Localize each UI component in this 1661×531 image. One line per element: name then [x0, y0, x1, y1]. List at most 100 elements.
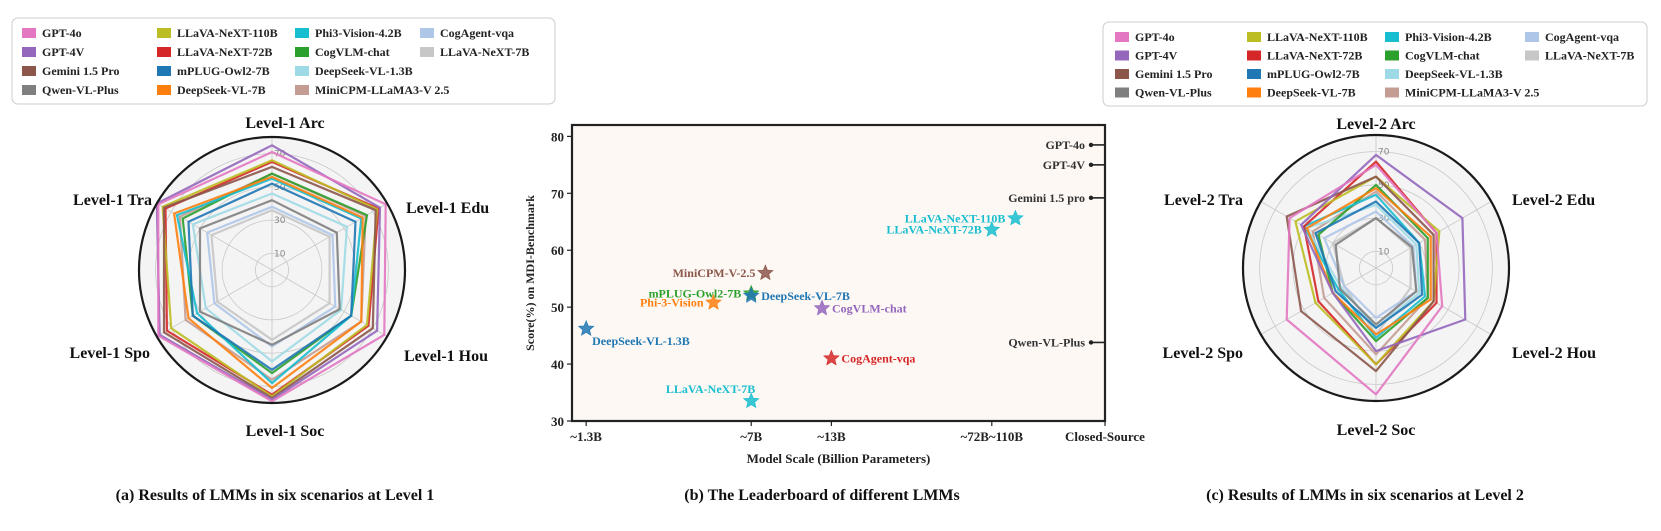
caption-b: (b) The Leaderboard of different LMMs — [684, 487, 959, 504]
point-marker-minicpm-v-2-5 — [757, 264, 774, 281]
closed-source-label-gpt-4v: GPT-4V — [1043, 158, 1086, 172]
radar-axis-label-level-2-hou: Level-2 Hou — [1512, 345, 1596, 362]
legend-level2: GPT-4o GPT-4V Gemini 1.5 Pro Qwen-VL-Plus LL… — [1102, 21, 1648, 107]
y-tick-label: 60 — [551, 243, 564, 258]
point-marker-llava-next-110b — [1007, 209, 1024, 226]
legend-level1: GPT-4o GPT-4V Gemini 1.5 Pro Qwen-VL-Plus LL… — [11, 17, 556, 105]
legend-label-cogvlm-chat: CogVLM-chat — [1405, 49, 1480, 63]
legend-label-gpt-4v: GPT-4V — [1135, 49, 1178, 63]
legend-label-deepseek-vl-7b: DeepSeek-VL-7B — [177, 83, 266, 97]
radar-series-deepseek-vl-7b — [1305, 187, 1432, 336]
radar-spoke — [156, 203, 273, 271]
scatter-chart-leaderboard: 30 40 50 60 70 80 ~1.3B ~7B ~13B ~72B~110B Closed-… — [523, 123, 1145, 466]
radar-series-llava-next-110b — [1294, 175, 1441, 366]
radar-series-minicpm-llama3-v-2-5 — [1311, 190, 1429, 356]
radar-series-cogagent-vqa — [206, 205, 337, 348]
y-tick-label: 40 — [551, 357, 564, 372]
point-label-minicpm-v-2-5: MiniCPM-V-2.5 — [673, 266, 756, 280]
legend-swatch-llava-next-110b — [1247, 32, 1261, 42]
legend-label-gemini-1-5-pro: Gemini 1.5 Pro — [1135, 67, 1212, 81]
radar-tick-label: 10 — [274, 249, 286, 259]
legend-label-deepseek-vl-1-3b: DeepSeek-VL-1.3B — [315, 64, 413, 78]
legend-swatch-cogagent-vqa — [1525, 32, 1539, 42]
radar-series-phi3-vision-4-2b — [175, 177, 363, 385]
radar-series-mplug-owl2-7b — [187, 182, 357, 371]
caption-a: (a) Results of LMMs in six scenarios at … — [116, 487, 435, 504]
legend-swatch-cogvlm-chat — [295, 47, 309, 57]
legend-swatch-minicpm-llama3-v-2-5 — [1385, 87, 1399, 98]
radar-series-minicpm-llama3-v-2-5 — [178, 172, 367, 381]
y-tick-label: 80 — [551, 129, 564, 144]
point-label-deepseek-vl-1-3b: DeepSeek-VL-1.3B — [592, 334, 690, 348]
radar-series-llava-next-110b — [161, 159, 379, 398]
legend-swatch-deepseek-vl-1-3b — [295, 66, 309, 76]
radar-series-qwen-vl-plus — [1334, 217, 1418, 326]
radar-series-gpt-4v — [1299, 153, 1467, 353]
x-tick-label: ~7B — [740, 429, 762, 444]
x-tick-label: ~13B — [817, 429, 846, 444]
point-marker-cogvlm-chat — [813, 299, 831, 316]
x-tick-label: ~72B~110B — [960, 429, 1023, 444]
radar-series-gpt-4o — [157, 150, 387, 403]
radar-axis-label-level-2-soc: Level-2 Soc — [1337, 422, 1416, 439]
legend-swatch-llava-next-7b — [1525, 50, 1539, 61]
legend-label-llava-next-7b: LLaVA-NeXT-7B — [440, 45, 529, 59]
legend-swatch-gpt-4v — [1115, 50, 1129, 61]
radar-outer-ring — [1241, 133, 1511, 403]
radar-series-deepseek-vl-1-3b — [191, 192, 348, 363]
legend-swatch-qwen-vl-plus — [1115, 87, 1129, 98]
radar-axis-label-level-1-tra: Level-1 Tra — [73, 192, 152, 209]
radar-series-gemini-1-5-pro — [162, 165, 377, 400]
radar-axis-label-level-1-hou: Level-1 Hou — [404, 348, 488, 365]
legend-swatch-cogagent-vqa — [420, 28, 434, 38]
legend-label-phi3-vision-4-2b: Phi3-Vision-4.2B — [315, 26, 402, 40]
legend-label-minicpm-llama3-v-2-5: MiniCPM-LLaMA3-V 2.5 — [1405, 86, 1539, 100]
radar-series-gpt-4o — [1285, 163, 1444, 396]
legend-label-gpt-4o: GPT-4o — [1135, 30, 1175, 44]
legend-swatch-gpt-4o — [1115, 32, 1129, 42]
point-label-llava-next-72b: LLaVA-NeXT-72B — [886, 223, 981, 237]
radar-series-llava-next-7b — [210, 209, 331, 341]
legend-swatch-llava-next-72b — [157, 47, 171, 57]
x-tick-label: Closed-Source — [1065, 429, 1145, 444]
legend-swatch-minicpm-llama3-v-2-5 — [295, 85, 309, 95]
legend-swatch-qwen-vl-plus — [22, 85, 36, 95]
x-axis-title: Model Scale (Billion Parameters) — [747, 451, 931, 466]
legend-swatch-llava-next-7b — [420, 47, 434, 57]
radar-tick-label: 30 — [274, 216, 286, 226]
radar-axis-label-level-2-spo: Level-2 Spo — [1163, 345, 1243, 362]
plot-area — [570, 123, 1107, 423]
legend-label-deepseek-vl-7b: DeepSeek-VL-7B — [1267, 86, 1356, 100]
radar-axis-label-level-1-edu: Level-1 Edu — [406, 200, 489, 217]
legend-label-cogagent-vqa: CogAgent-vqa — [1545, 30, 1619, 44]
legend-label-gemini-1-5-pro: Gemini 1.5 Pro — [42, 64, 119, 78]
legend-swatch-llava-next-110b — [157, 28, 171, 38]
radar-series-qwen-vl-plus — [198, 199, 341, 346]
radar-axis-label-level-1-spo: Level-1 Spo — [70, 345, 150, 362]
y-tick-label: 30 — [551, 414, 564, 429]
x-tick-label: ~1.3B — [570, 429, 602, 444]
radar-tick-label: 70 — [1378, 148, 1390, 158]
legend-label-mplug-owl2-7b: mPLUG-Owl2-7B — [1267, 67, 1360, 81]
legend-swatch-phi3-vision-4-2b — [1385, 32, 1399, 42]
legend-swatch-deepseek-vl-7b — [157, 85, 171, 95]
point-label-cogagent-vqa: CogAgent-vqa — [841, 351, 915, 365]
radar-outer-ring — [137, 135, 407, 405]
legend-label-gpt-4o: GPT-4o — [42, 26, 82, 40]
legend-swatch-mplug-owl2-7b — [1247, 69, 1261, 79]
legend-swatch-deepseek-vl-7b — [1247, 87, 1261, 98]
legend-label-llava-next-110b: LLaVA-NeXT-110B — [177, 26, 278, 40]
legend-label-llava-next-72b: LLaVA-NeXT-72B — [177, 45, 272, 59]
legend-label-llava-next-110b: LLaVA-NeXT-110B — [1267, 30, 1368, 44]
legend-label-qwen-vl-plus: Qwen-VL-Plus — [1135, 86, 1212, 100]
point-label-llava-next-110b: LLaVA-NeXT-110B — [905, 211, 1006, 225]
closed-source-label-gpt-4o: GPT-4o — [1045, 138, 1085, 152]
legend-swatch-gemini-1-5-pro — [22, 66, 36, 76]
radar-series-llava-next-72b — [164, 160, 380, 396]
radar-series-cogvlm-chat — [181, 172, 369, 375]
radar-series-cogvlm-chat — [1317, 183, 1429, 343]
legend-label-phi3-vision-4-2b: Phi3-Vision-4.2B — [1405, 30, 1492, 44]
y-tick-label: 70 — [551, 186, 564, 201]
